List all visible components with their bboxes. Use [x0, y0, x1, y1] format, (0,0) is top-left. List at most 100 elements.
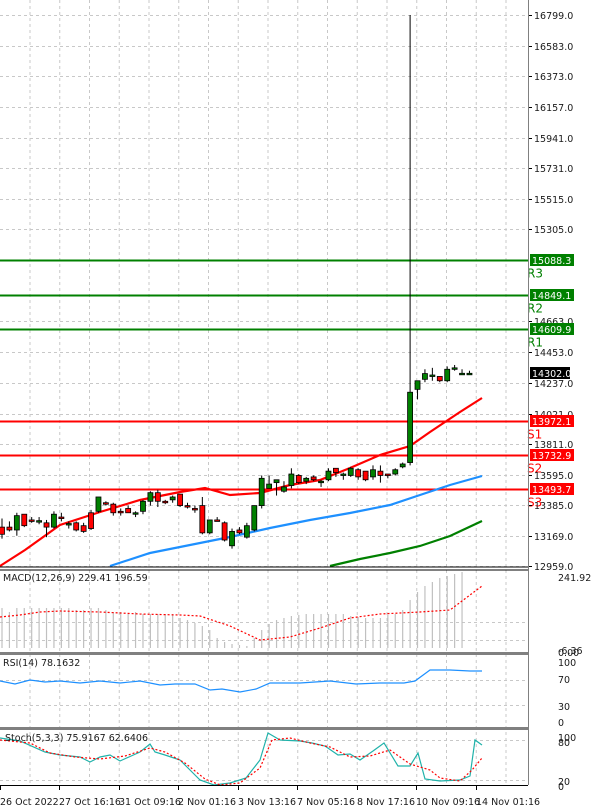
rsi-title: RSI(14) 78.1632: [3, 658, 80, 669]
candle: [169, 496, 176, 501]
candle: [132, 512, 139, 515]
candle: [355, 469, 362, 478]
candle: [407, 391, 414, 463]
price-tick: 13595.0: [534, 471, 573, 482]
candle: [6, 526, 13, 531]
candle: [288, 473, 295, 486]
price-tick: 13385.0: [534, 501, 573, 512]
price-tick: 16373.0: [534, 72, 573, 83]
current-price-tag: 14302.0: [532, 369, 571, 380]
candle: [43, 522, 50, 528]
rsi-panel: [0, 669, 482, 693]
candle: [214, 519, 221, 522]
level-label-r2: R2: [527, 302, 543, 316]
macd-panel: [0, 572, 483, 648]
candle: [73, 522, 80, 531]
candle: [451, 367, 458, 370]
time-tick: 8 Nov 17:16: [357, 797, 415, 808]
indicator-tick: 80: [558, 738, 570, 749]
candle: [347, 467, 354, 476]
price-tick: 16157.0: [534, 103, 573, 114]
candle: [147, 492, 154, 502]
indicator-tick: 70: [558, 675, 570, 686]
candle: [258, 477, 265, 506]
candle: [58, 516, 65, 519]
stoch-title: Stoch(5,3,3) 75.9167 62.6406: [5, 733, 148, 744]
indicator-tick: 100: [558, 658, 576, 669]
candle: [310, 476, 317, 481]
price-tick: 15515.0: [534, 195, 573, 206]
candle: [422, 373, 428, 380]
level-price-tag: 15088.3: [532, 256, 571, 267]
level-label-s2: S2: [527, 462, 542, 476]
candle: [362, 470, 369, 481]
time-tick: 3 Nov 13:16: [238, 797, 296, 808]
candle: [184, 505, 191, 508]
price-tick: 12959.0: [534, 562, 573, 573]
candle: [459, 372, 465, 376]
candle: [117, 510, 124, 514]
candle: [13, 515, 20, 531]
candle: [243, 525, 250, 538]
candle: [221, 522, 228, 541]
candlesticks: [0, 15, 473, 549]
candle: [51, 513, 57, 528]
candle: [392, 469, 399, 475]
price-tick: 14663.0: [534, 317, 573, 328]
level-price-tag: 14849.1: [532, 291, 571, 302]
candle: [199, 505, 206, 534]
candle: [318, 480, 324, 484]
indicator-tick: 0: [558, 718, 564, 729]
level-label-s1: S1: [527, 428, 542, 442]
candle: [414, 380, 421, 390]
candle: [384, 473, 391, 476]
time-tick: 7 Nov 05:16: [297, 797, 355, 808]
candle: [332, 467, 339, 473]
level-label-r1: R1: [527, 336, 543, 350]
candle: [466, 372, 473, 376]
indicator-tick: 0.00: [558, 648, 579, 659]
candle: [295, 475, 302, 484]
candle: [140, 500, 146, 512]
price-tick: 15305.0: [534, 225, 573, 236]
candle: [370, 469, 376, 478]
indicator-tick: 30: [558, 702, 570, 713]
candle: [88, 512, 94, 529]
candle: [192, 508, 198, 511]
price-tick: 15941.0: [534, 134, 573, 145]
candle: [399, 463, 406, 468]
price-tick: 16799.0: [534, 11, 573, 22]
indicator-tick: -6.36: [558, 646, 583, 657]
indicator-tick: 100: [558, 733, 576, 744]
candle: [177, 493, 183, 506]
price-tick: 16583.0: [534, 42, 573, 53]
candle: [28, 519, 35, 522]
price-tick: 15731.0: [534, 164, 573, 175]
macd-title: MACD(12,26,9) 229.41 196.59: [3, 573, 148, 584]
candle: [154, 492, 161, 502]
axes: [0, 0, 529, 786]
candle: [325, 470, 332, 481]
candle: [0, 526, 5, 535]
price-tick: 13811.0: [534, 440, 573, 451]
candle: [95, 496, 102, 512]
candle: [229, 531, 235, 547]
indicator-tick: 20: [558, 777, 570, 788]
candle: [125, 508, 132, 514]
indicator-tick: 0: [558, 782, 564, 793]
candle: [303, 477, 310, 482]
candle: [102, 502, 109, 505]
level-label-r3: R3: [527, 267, 543, 281]
candle: [340, 473, 347, 476]
time-tick: 26 Oct 2022: [0, 797, 59, 808]
candle: [236, 529, 243, 534]
indicator-tick: 241.92: [558, 573, 591, 584]
candle: [266, 483, 273, 489]
time-tick: 31 Oct 09:16: [119, 797, 181, 808]
candle: [206, 519, 213, 534]
candle: [21, 513, 28, 527]
stoch-panel: [0, 732, 483, 786]
